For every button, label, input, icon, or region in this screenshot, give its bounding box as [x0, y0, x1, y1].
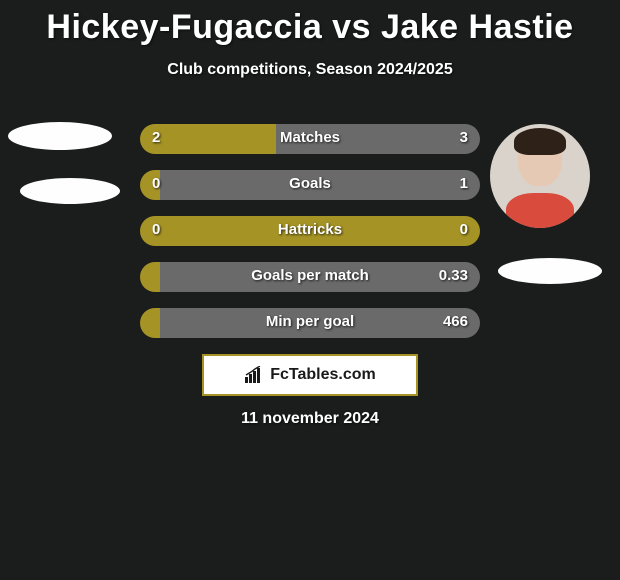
stat-row: 0 Hattricks 0: [140, 216, 480, 246]
stat-value-right: 1: [460, 175, 468, 192]
stat-value-right: 466: [443, 313, 468, 330]
player-left-avatar-1: [8, 122, 112, 150]
stat-row: 2 Matches 3: [140, 124, 480, 154]
source-logo: FcTables.com: [202, 354, 418, 396]
page-subtitle: Club competitions, Season 2024/2025: [0, 61, 620, 79]
source-logo-text: FcTables.com: [270, 366, 376, 384]
stat-label: Matches: [140, 129, 480, 146]
stats-container: 2 Matches 3 0 Goals 1 0 Hattricks 0 Goal…: [140, 124, 480, 354]
snapshot-date: 11 november 2024: [0, 410, 620, 428]
content-root: Hickey-Fugaccia vs Jake Hastie Club comp…: [0, 0, 620, 580]
stat-row: 0 Goals 1: [140, 170, 480, 200]
stat-label: Goals per match: [140, 267, 480, 284]
stat-row: Min per goal 466: [140, 308, 480, 338]
chart-icon: [244, 366, 264, 384]
avatar-hair: [514, 128, 566, 155]
avatar-collar: [506, 193, 574, 228]
stat-value-right: 0: [460, 221, 468, 238]
stat-value-right: 0.33: [439, 267, 468, 284]
page-title: Hickey-Fugaccia vs Jake Hastie: [0, 0, 620, 47]
player-right-ellipse: [498, 258, 602, 284]
stat-label: Min per goal: [140, 313, 480, 330]
stat-value-right: 3: [460, 129, 468, 146]
stat-label: Hattricks: [140, 221, 480, 238]
stat-label: Goals: [140, 175, 480, 192]
stat-row: Goals per match 0.33: [140, 262, 480, 292]
player-left-avatar-2: [20, 178, 120, 204]
player-right-avatar: [490, 124, 590, 228]
